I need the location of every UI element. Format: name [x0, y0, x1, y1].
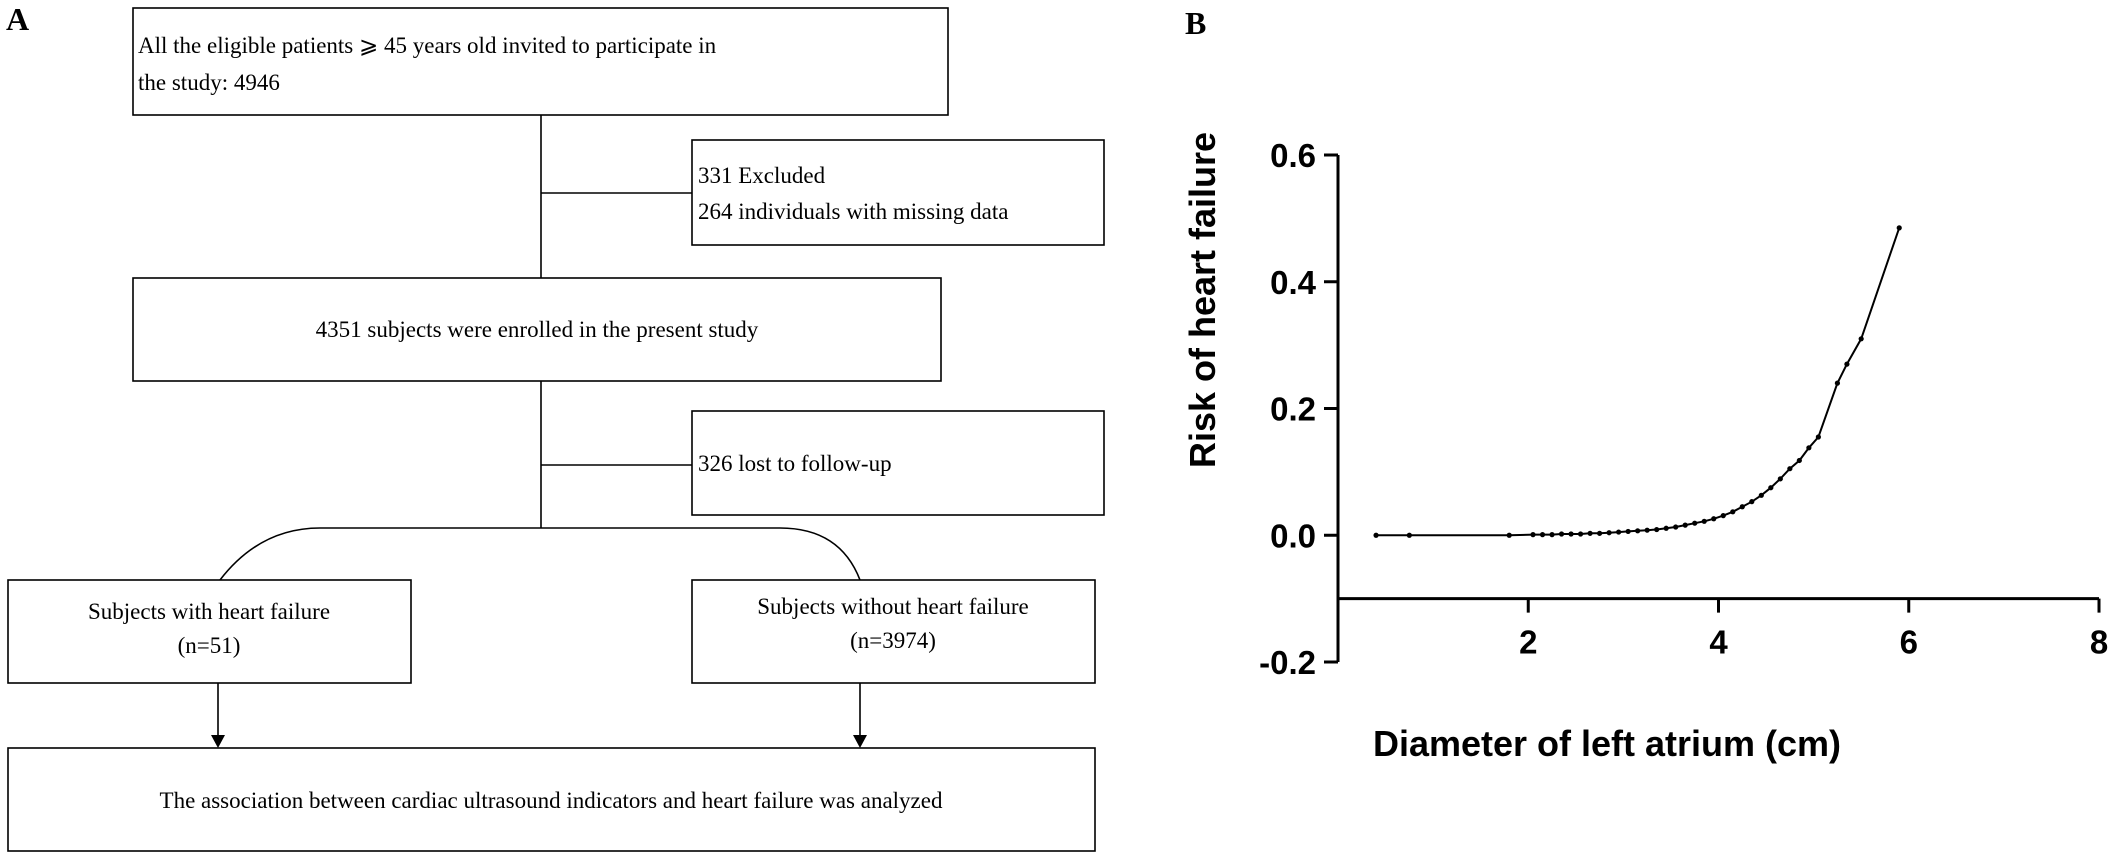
x-tick-label: 2	[1519, 624, 1537, 661]
data-point	[1834, 380, 1841, 386]
panel-a: A All the eligible patients ⩾	[6, 1, 1105, 852]
hf-text-line2: (n=51)	[178, 633, 241, 658]
data-point	[1549, 532, 1555, 538]
result-text: The association between cardiac ultrasou…	[160, 788, 943, 813]
data-point	[1568, 531, 1574, 537]
y-tick-label: 0.4	[1270, 264, 1317, 301]
hf-text-line1: Subjects with heart failure	[88, 599, 330, 624]
data-point	[1635, 528, 1641, 534]
chart-axes	[1336, 155, 2099, 662]
data-point	[1673, 524, 1679, 530]
data-point	[1587, 530, 1593, 536]
data-point	[1606, 530, 1612, 536]
box-no-hf	[691, 579, 1096, 684]
chart-series	[1373, 225, 1902, 538]
data-point	[1858, 336, 1864, 342]
y-axis-label: Risk of heart failure	[1182, 132, 1223, 468]
data-point	[1596, 530, 1603, 536]
data-point	[1663, 525, 1669, 531]
data-point	[1730, 509, 1736, 515]
invite-text-line2: the study: 4946	[138, 70, 280, 95]
invite-text-line1: All the eligible patients ⩾ 45 years old…	[138, 33, 717, 58]
y-tick-label: 0.0	[1270, 517, 1316, 554]
series-line	[1376, 227, 1901, 537]
y-tick-label: 0.2	[1270, 391, 1316, 428]
box-invite	[132, 7, 949, 116]
nohf-text-line2: (n=3974)	[850, 628, 936, 653]
data-point	[1406, 532, 1412, 538]
data-point	[1558, 531, 1565, 537]
data-point	[1796, 457, 1802, 464]
box-lost	[691, 410, 1105, 516]
data-point	[1739, 504, 1745, 510]
flow-arrowheads	[211, 735, 867, 748]
box-result	[7, 747, 1096, 852]
data-point	[1530, 532, 1536, 538]
y-tick-label: -0.2	[1259, 644, 1316, 681]
data-point	[1749, 499, 1755, 505]
data-point	[1625, 528, 1631, 535]
box-excluded	[691, 139, 1105, 246]
data-point	[1682, 522, 1688, 528]
data-point	[1654, 526, 1660, 533]
arrowhead-right	[853, 735, 867, 748]
excluded-text-line1: 331 Excluded	[698, 163, 826, 188]
y-tick-label: 0.6	[1270, 137, 1316, 174]
chart-ticks: -0.2 0.0 0.2 0.4 0.6 2 4 6 8	[1259, 137, 2108, 681]
panel-b-label: B	[1185, 5, 1206, 41]
data-point	[1711, 516, 1717, 522]
excluded-text-line2: 264 individuals with missing data	[698, 199, 1009, 224]
x-tick-label: 4	[1709, 624, 1728, 661]
panel-a-label: A	[6, 1, 29, 37]
data-point	[1720, 513, 1726, 519]
data-point	[1768, 485, 1774, 491]
flow-texts: All the eligible patients ⩾ 45 years old…	[88, 33, 1029, 813]
data-point	[1787, 466, 1793, 472]
arrowhead-left	[211, 735, 225, 748]
connector-split-arc	[219, 527, 861, 581]
data-point	[1815, 434, 1821, 440]
lost-text: 326 lost to follow-up	[698, 451, 892, 476]
data-point	[1577, 531, 1584, 537]
panel-b: B -0.2 0.0 0.2 0.4 0.6 2 4 6 8 Diameter of left …	[1182, 5, 2108, 764]
data-point	[1758, 492, 1764, 498]
data-point	[1701, 518, 1707, 524]
flow-boxes	[7, 7, 1105, 852]
data-point	[1644, 527, 1650, 533]
data-point	[1373, 532, 1379, 538]
box-enrolled	[132, 277, 942, 382]
data-point	[1506, 532, 1512, 538]
data-point	[1539, 532, 1546, 538]
data-point	[1806, 445, 1812, 451]
data-point	[1692, 520, 1698, 526]
x-tick-label: 6	[1900, 624, 1918, 661]
box-hf	[7, 579, 412, 684]
x-tick-label: 8	[2090, 624, 2108, 661]
enrolled-text: 4351 subjects were enrolled in the prese…	[316, 317, 759, 342]
flow-connectors	[217, 115, 861, 737]
data-point	[1896, 225, 1902, 231]
x-axis-label: Diameter of left atrium (cm)	[1373, 723, 1841, 764]
data-point	[1616, 529, 1622, 535]
data-point	[1777, 476, 1783, 482]
nohf-text-line1: Subjects without heart failure	[757, 594, 1028, 619]
data-point	[1844, 361, 1850, 367]
